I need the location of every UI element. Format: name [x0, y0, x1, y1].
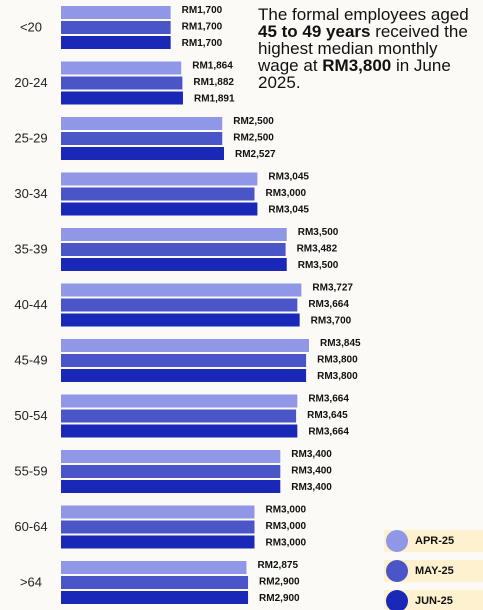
- value-label: RM3,645: [307, 410, 348, 421]
- legend-swatch: [386, 560, 408, 582]
- legend-box: [384, 530, 483, 552]
- bar: [61, 132, 223, 145]
- bar: [61, 561, 247, 574]
- bar: [61, 147, 224, 160]
- bar: [61, 243, 286, 256]
- bar: [61, 369, 307, 382]
- value-label: RM1,700: [182, 5, 223, 16]
- bar: [61, 6, 171, 19]
- value-label: RM1,700: [182, 22, 223, 33]
- category-label: 50-54: [14, 408, 47, 423]
- legend-label: MAY-25: [415, 565, 454, 577]
- category-label: <20: [20, 19, 42, 34]
- bar: [61, 313, 300, 327]
- value-label: RM3,400: [291, 466, 332, 477]
- legend-swatch: [386, 590, 408, 610]
- value-label: RM3,000: [266, 505, 307, 516]
- value-label: RM3,045: [268, 172, 309, 183]
- category-label: 60-64: [14, 519, 47, 534]
- value-label: RM3,845: [320, 338, 361, 349]
- value-label: RM2,527: [235, 149, 276, 160]
- value-label: RM2,900: [259, 593, 300, 604]
- bar: [61, 187, 255, 201]
- bar: [61, 480, 281, 493]
- bar: [61, 61, 182, 75]
- annotation-text: in June 2025.: [258, 56, 451, 92]
- value-label: RM1,882: [193, 77, 234, 88]
- legend-swatch: [386, 530, 408, 552]
- bar: [61, 76, 183, 90]
- legend-box: [384, 560, 483, 582]
- bar: [61, 576, 249, 589]
- value-label: RM3,727: [312, 283, 353, 294]
- bar: [61, 258, 287, 271]
- bar: [61, 394, 298, 408]
- bar: [61, 409, 297, 423]
- value-label: RM1,700: [182, 38, 223, 49]
- bar: [61, 339, 310, 352]
- category-label: 30-34: [14, 186, 47, 201]
- value-label: RM3,800: [317, 355, 358, 366]
- value-label: RM1,864: [192, 61, 233, 72]
- bar: [61, 505, 255, 519]
- category-label: 55-59: [14, 463, 47, 478]
- value-label: RM3,664: [308, 394, 349, 405]
- bar: [61, 465, 281, 478]
- category-label: 40-44: [14, 297, 47, 312]
- value-label: RM3,400: [291, 449, 332, 460]
- value-label: RM1,891: [194, 94, 235, 105]
- value-label: RM3,664: [308, 427, 349, 438]
- value-label: RM3,500: [298, 227, 339, 238]
- value-label: RM3,000: [266, 538, 307, 549]
- value-label: RM3,000: [266, 188, 307, 199]
- annotation-text: received the highest median monthly wage…: [258, 22, 468, 75]
- legend-box: [384, 590, 483, 610]
- bar: [61, 21, 171, 34]
- category-label: 35-39: [14, 241, 47, 256]
- category-label: 20-24: [14, 75, 47, 90]
- annotation: The formal employees aged 45 to 49 years…: [258, 6, 480, 91]
- bar: [61, 36, 171, 49]
- bar: [61, 172, 258, 186]
- value-label: RM2,900: [259, 577, 300, 588]
- legend-label: APR-25: [415, 535, 454, 547]
- annotation-bold: RM3,800: [322, 56, 392, 75]
- annotation-bold: 45 to 49 years: [258, 22, 371, 41]
- value-label: RM3,400: [291, 482, 332, 493]
- bar: [61, 591, 249, 604]
- bar: [61, 354, 307, 367]
- category-label: 45-49: [14, 352, 47, 367]
- value-label: RM3,045: [268, 205, 309, 216]
- bar: [61, 424, 298, 438]
- bar: [61, 91, 183, 105]
- bar: [61, 117, 223, 130]
- bar: [61, 298, 298, 312]
- value-label: RM3,482: [297, 244, 338, 255]
- bar: [61, 228, 287, 241]
- value-label: RM2,500: [233, 116, 274, 127]
- legend-label: JUN-25: [415, 595, 453, 607]
- value-label: RM3,700: [311, 316, 352, 327]
- bar: [61, 520, 255, 534]
- bar: [61, 450, 281, 463]
- category-label: 25-29: [14, 130, 47, 145]
- value-label: RM2,875: [257, 560, 298, 571]
- bar: [61, 283, 302, 297]
- value-label: RM3,000: [266, 521, 307, 532]
- value-label: RM3,800: [317, 371, 358, 382]
- annotation-text: The formal employees aged: [258, 5, 469, 24]
- category-label: >64: [20, 574, 42, 589]
- bar: [61, 535, 255, 549]
- bar: [61, 202, 258, 216]
- value-label: RM2,500: [233, 133, 274, 144]
- value-label: RM3,500: [298, 260, 339, 271]
- value-label: RM3,664: [308, 299, 349, 310]
